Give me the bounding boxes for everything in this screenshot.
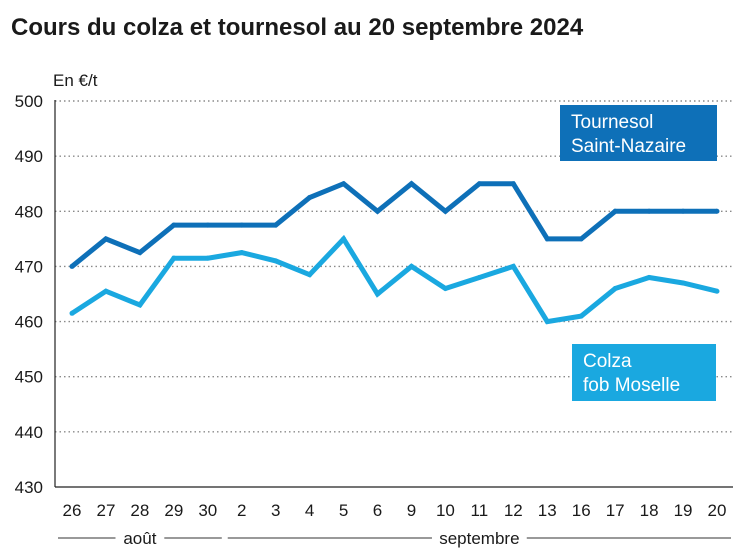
data-point <box>273 258 279 264</box>
data-point <box>103 236 109 242</box>
data-point <box>205 255 211 261</box>
data-point <box>510 181 516 187</box>
data-point <box>239 250 245 256</box>
data-point <box>612 285 618 291</box>
x-tick-label: 11 <box>471 501 489 520</box>
x-tick-label: 30 <box>198 501 217 520</box>
series-line-0 <box>70 180 717 269</box>
x-tick-label: 3 <box>271 501 280 520</box>
data-point <box>476 274 482 280</box>
data-point <box>69 310 75 316</box>
series-label-box <box>560 105 717 161</box>
data-point <box>578 236 584 242</box>
x-tick-label: 13 <box>538 501 557 520</box>
x-tick-label: 10 <box>436 501 455 520</box>
x-tick-label: 9 <box>407 501 416 520</box>
data-point <box>476 181 482 187</box>
data-point <box>510 263 516 269</box>
x-tick-label: 12 <box>504 501 523 520</box>
data-point <box>408 181 414 187</box>
y-tick-label: 490 <box>15 147 43 166</box>
data-point <box>646 208 652 214</box>
data-point <box>408 263 414 269</box>
data-point <box>273 222 279 228</box>
x-tick-label: 26 <box>63 501 82 520</box>
data-point <box>714 288 720 294</box>
data-point <box>137 302 143 308</box>
data-point <box>578 313 584 319</box>
data-point <box>137 250 143 256</box>
series-label-text: fob Moselle <box>583 375 680 396</box>
data-point <box>205 222 211 228</box>
data-point <box>680 208 686 214</box>
data-point <box>680 280 686 286</box>
data-point <box>171 222 177 228</box>
data-point <box>103 288 109 294</box>
data-point <box>341 236 347 242</box>
data-point <box>612 208 618 214</box>
x-tick-label: 27 <box>96 501 115 520</box>
x-tick-label: 5 <box>339 501 348 520</box>
data-point <box>69 263 75 269</box>
series-line-1 <box>70 234 718 325</box>
series-label-text: Saint-Nazaire <box>571 136 686 157</box>
data-point <box>239 222 245 228</box>
y-tick-label: 430 <box>15 478 43 497</box>
x-tick-label: 19 <box>674 501 693 520</box>
x-tick-label: 2 <box>237 501 246 520</box>
x-tick-label: 6 <box>373 501 382 520</box>
data-point <box>544 236 550 242</box>
data-point <box>375 291 381 297</box>
x-tick-label: 29 <box>164 501 183 520</box>
chart-title: Cours du colza et tournesol au 20 septem… <box>11 14 584 41</box>
series-label-box <box>572 344 716 401</box>
data-point <box>307 272 313 278</box>
data-point <box>375 208 381 214</box>
data-point <box>442 208 448 214</box>
data-point <box>171 255 177 261</box>
y-axis-label: En €/t <box>53 71 98 90</box>
month-label: septembre <box>439 529 519 548</box>
x-tick-label: 28 <box>130 501 149 520</box>
y-tick-label: 480 <box>15 202 43 221</box>
y-tick-label: 470 <box>15 257 43 276</box>
y-tick-label: 450 <box>15 368 43 387</box>
y-tick-label: 500 <box>15 92 43 111</box>
data-point <box>442 285 448 291</box>
data-point <box>544 319 550 325</box>
x-tick-label: 4 <box>305 501 314 520</box>
y-tick-label: 440 <box>15 423 43 442</box>
data-point <box>341 181 347 187</box>
series-label-text: Tournesol <box>571 112 653 133</box>
x-tick-label: 16 <box>572 501 591 520</box>
data-point <box>646 274 652 280</box>
x-tick-label: 18 <box>640 501 659 520</box>
x-tick-label: 17 <box>606 501 625 520</box>
series-label-text: Colza <box>583 351 632 372</box>
y-tick-label: 460 <box>15 313 43 332</box>
data-point <box>714 208 720 214</box>
data-point <box>307 195 313 200</box>
month-label: août <box>123 529 156 548</box>
x-tick-label: 20 <box>708 501 727 520</box>
